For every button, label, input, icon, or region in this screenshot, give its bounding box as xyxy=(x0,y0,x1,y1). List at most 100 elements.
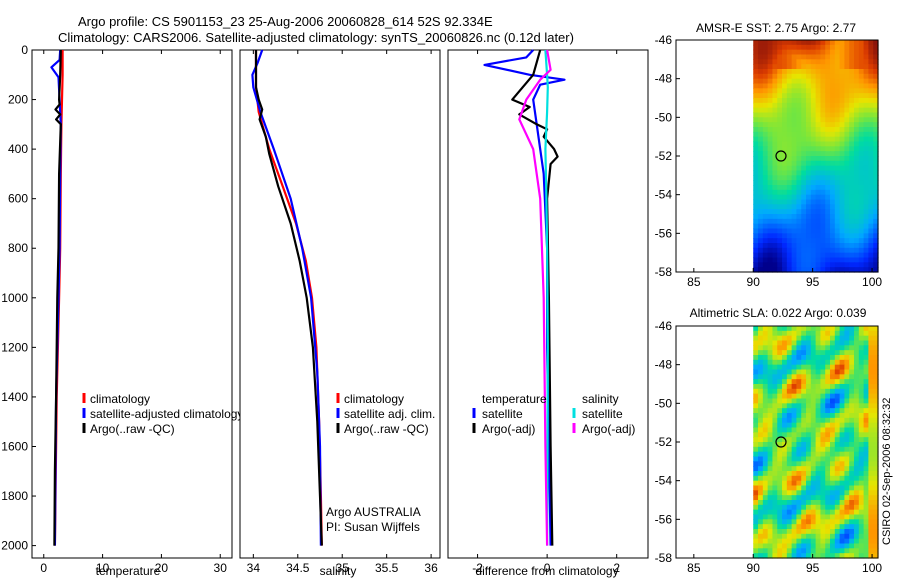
map-cell xyxy=(815,141,822,147)
map-cell xyxy=(810,326,817,332)
map-cell xyxy=(767,223,774,230)
map-cell xyxy=(844,529,850,535)
map-cell xyxy=(772,524,778,530)
map-cell xyxy=(830,345,836,351)
map-cell xyxy=(825,388,831,395)
map-cell xyxy=(849,422,855,429)
map-cell xyxy=(791,127,798,133)
legend-argo-label: Argo(..raw -QC) xyxy=(90,422,175,436)
map-cell xyxy=(753,151,759,157)
map-cell xyxy=(782,69,788,75)
map-cell xyxy=(854,432,860,438)
map-cell xyxy=(772,267,778,273)
map-cell xyxy=(758,359,764,366)
map-cell xyxy=(854,107,860,114)
map-cell xyxy=(758,83,764,89)
map-cell xyxy=(815,160,822,167)
map-cell xyxy=(753,475,759,482)
map-cell xyxy=(782,374,788,380)
map-cell xyxy=(782,490,788,496)
map-cell xyxy=(753,209,759,215)
map-cell xyxy=(820,107,826,114)
map-cell xyxy=(801,189,807,196)
map-cell xyxy=(873,340,879,346)
map-cell xyxy=(801,379,807,385)
map-cell xyxy=(830,461,836,467)
map-cell xyxy=(758,466,764,472)
map-cell xyxy=(830,374,836,380)
map-cell xyxy=(777,185,783,191)
map-cell xyxy=(801,466,807,472)
map-cell xyxy=(767,185,774,191)
map-cell xyxy=(830,475,836,482)
map-cell xyxy=(873,88,879,94)
map-cell xyxy=(858,538,865,545)
map-cell xyxy=(772,509,778,516)
map-cell xyxy=(806,59,812,65)
map-cell xyxy=(834,185,841,191)
map-cell xyxy=(868,442,874,448)
map-cell xyxy=(762,141,769,147)
map-cell xyxy=(830,252,836,259)
map-cell xyxy=(849,514,855,520)
map-cell xyxy=(863,209,869,215)
map-cell xyxy=(820,326,826,332)
map-cell xyxy=(820,504,826,511)
map-cell xyxy=(815,408,822,414)
map-cell xyxy=(758,432,764,438)
map-cell xyxy=(786,189,793,196)
map-cell xyxy=(849,175,855,181)
map-cell xyxy=(810,350,817,356)
map-cell xyxy=(844,151,850,157)
map-cell xyxy=(753,432,759,438)
map-cell xyxy=(873,461,879,467)
map-cell xyxy=(820,398,826,404)
map-cell xyxy=(777,442,783,448)
map-cell xyxy=(810,432,817,438)
map-cell xyxy=(839,170,846,176)
map-cell xyxy=(839,543,846,549)
map-cell xyxy=(796,40,802,46)
map-cell xyxy=(820,54,826,60)
map-cell xyxy=(849,204,855,210)
map-cell xyxy=(815,131,822,138)
map-cell xyxy=(830,88,836,94)
map-cell xyxy=(815,194,822,201)
series-line-argo-raw-qc xyxy=(254,50,323,546)
map-y-tick-label: -52 xyxy=(655,149,673,163)
map-cell xyxy=(858,223,865,230)
map-cell xyxy=(873,384,879,390)
map-cell xyxy=(820,533,826,540)
map-cell xyxy=(777,223,783,230)
map-cell xyxy=(825,146,831,152)
map-cell xyxy=(830,267,836,273)
map-cell xyxy=(786,151,793,157)
map-cell xyxy=(815,257,822,263)
map-cell xyxy=(810,136,817,143)
map-cell xyxy=(858,102,865,109)
map-cell xyxy=(825,422,831,429)
map-cell xyxy=(801,160,807,167)
map-cell xyxy=(820,117,826,123)
map-cell xyxy=(806,374,812,380)
map-cell xyxy=(839,403,846,409)
map-cell xyxy=(758,480,764,487)
map-cell xyxy=(801,548,807,554)
map-cell xyxy=(863,204,869,210)
map-cell xyxy=(863,384,869,390)
map-cell xyxy=(772,199,778,205)
map-cell xyxy=(801,165,807,172)
map-cell xyxy=(801,446,807,453)
map-cell xyxy=(830,44,836,51)
map-cell xyxy=(810,267,817,273)
salinity-series xyxy=(251,49,323,546)
map-cell xyxy=(863,83,869,89)
map-cell xyxy=(849,432,855,438)
map-cell xyxy=(767,165,774,172)
map-cell xyxy=(782,543,788,549)
map-cell xyxy=(873,548,879,554)
map-cell xyxy=(758,252,764,259)
map-cell xyxy=(834,442,841,448)
map-cell xyxy=(810,490,817,496)
map-cell xyxy=(782,340,788,346)
